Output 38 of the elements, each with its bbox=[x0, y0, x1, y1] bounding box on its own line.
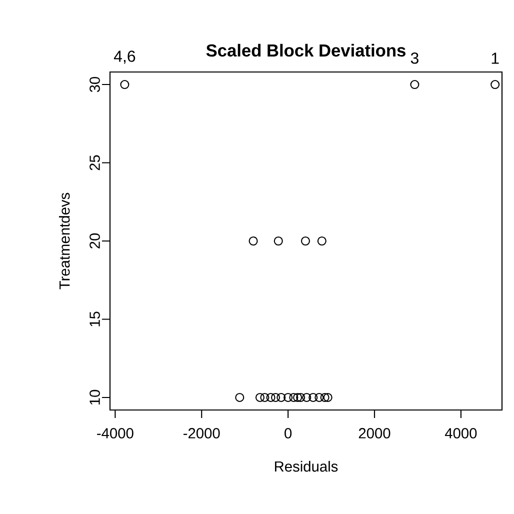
point bbox=[276, 392, 286, 402]
point bbox=[284, 392, 293, 402]
point bbox=[296, 392, 306, 402]
point bbox=[235, 392, 244, 402]
point bbox=[266, 392, 276, 402]
y-tick-label: 20 bbox=[90, 233, 100, 248]
point bbox=[293, 392, 302, 402]
point bbox=[302, 392, 312, 402]
point bbox=[410, 80, 420, 90]
point bbox=[260, 392, 270, 402]
point bbox=[289, 392, 298, 402]
point bbox=[490, 80, 500, 90]
annotation: 4,6 bbox=[114, 50, 136, 64]
x-axis-title: Residuals bbox=[275, 460, 338, 472]
point bbox=[317, 236, 326, 246]
x-tick-label: -4000 bbox=[97, 428, 134, 438]
point bbox=[314, 392, 324, 402]
x-tick-label: -2000 bbox=[184, 428, 220, 438]
y-axis-title: Treatmentdevs bbox=[58, 192, 70, 290]
point bbox=[274, 236, 283, 246]
chart-title: Scaled Block Deviations bbox=[206, 44, 406, 57]
point bbox=[248, 236, 258, 246]
point bbox=[120, 80, 130, 90]
point bbox=[323, 392, 332, 402]
y-tick-label: 25 bbox=[90, 155, 100, 170]
point bbox=[308, 392, 318, 402]
x-tick-label: 4000 bbox=[444, 428, 477, 438]
point bbox=[320, 392, 330, 402]
y-tick-label: 30 bbox=[90, 76, 100, 92]
point bbox=[255, 392, 265, 402]
x-tick-label: 0 bbox=[284, 428, 292, 438]
annotation: 1 bbox=[492, 52, 499, 64]
annotation: 3 bbox=[410, 52, 418, 64]
y-tick-label: 15 bbox=[90, 312, 100, 326]
point bbox=[300, 236, 310, 246]
point bbox=[270, 392, 280, 402]
x-tick-label: 2000 bbox=[358, 428, 390, 438]
y-tick-label: 10 bbox=[90, 390, 100, 405]
